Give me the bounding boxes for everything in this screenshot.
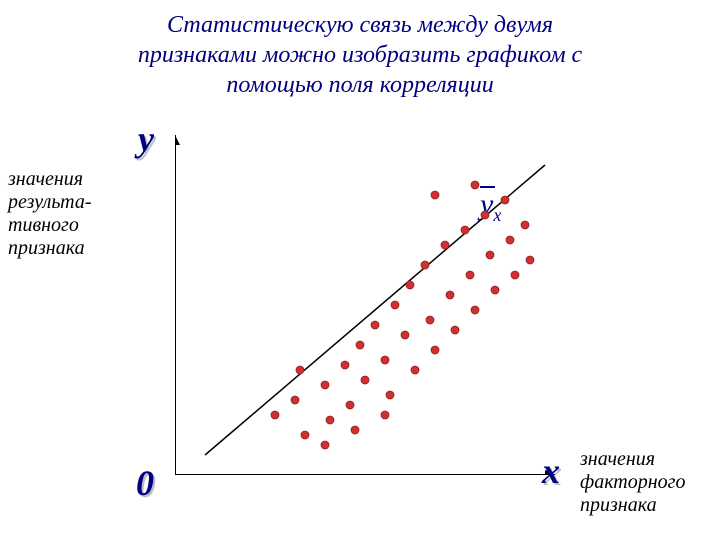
y-axis-main: y — [138, 119, 154, 159]
left-caption-l4: признака — [8, 237, 92, 260]
left-caption: значения результа- тивного признака — [8, 168, 92, 260]
left-caption-l1: значения — [8, 168, 92, 191]
title-line2: признаками можно изобразить графиком с — [0, 40, 720, 70]
x-axis-label: x x — [542, 450, 560, 492]
x-axis-main: x — [542, 451, 560, 491]
title-line3: помощью поля корреляции — [0, 70, 720, 100]
right-caption-l3: признака — [580, 494, 685, 517]
left-caption-l2: результа- — [8, 191, 92, 214]
origin-label: 0 0 — [136, 462, 154, 504]
y-axis-label: y y — [138, 118, 154, 160]
right-caption-l2: факторного — [580, 471, 685, 494]
slide-title: Статистическую связь между двумя признак… — [0, 10, 720, 100]
right-caption-l1: значения — [580, 448, 685, 471]
title-line1: Статистическую связь между двумя — [0, 10, 720, 40]
origin-main: 0 — [136, 463, 154, 503]
right-caption: значения факторного признака — [580, 448, 685, 517]
scatter-chart — [175, 135, 555, 475]
left-caption-l3: тивного — [8, 214, 92, 237]
